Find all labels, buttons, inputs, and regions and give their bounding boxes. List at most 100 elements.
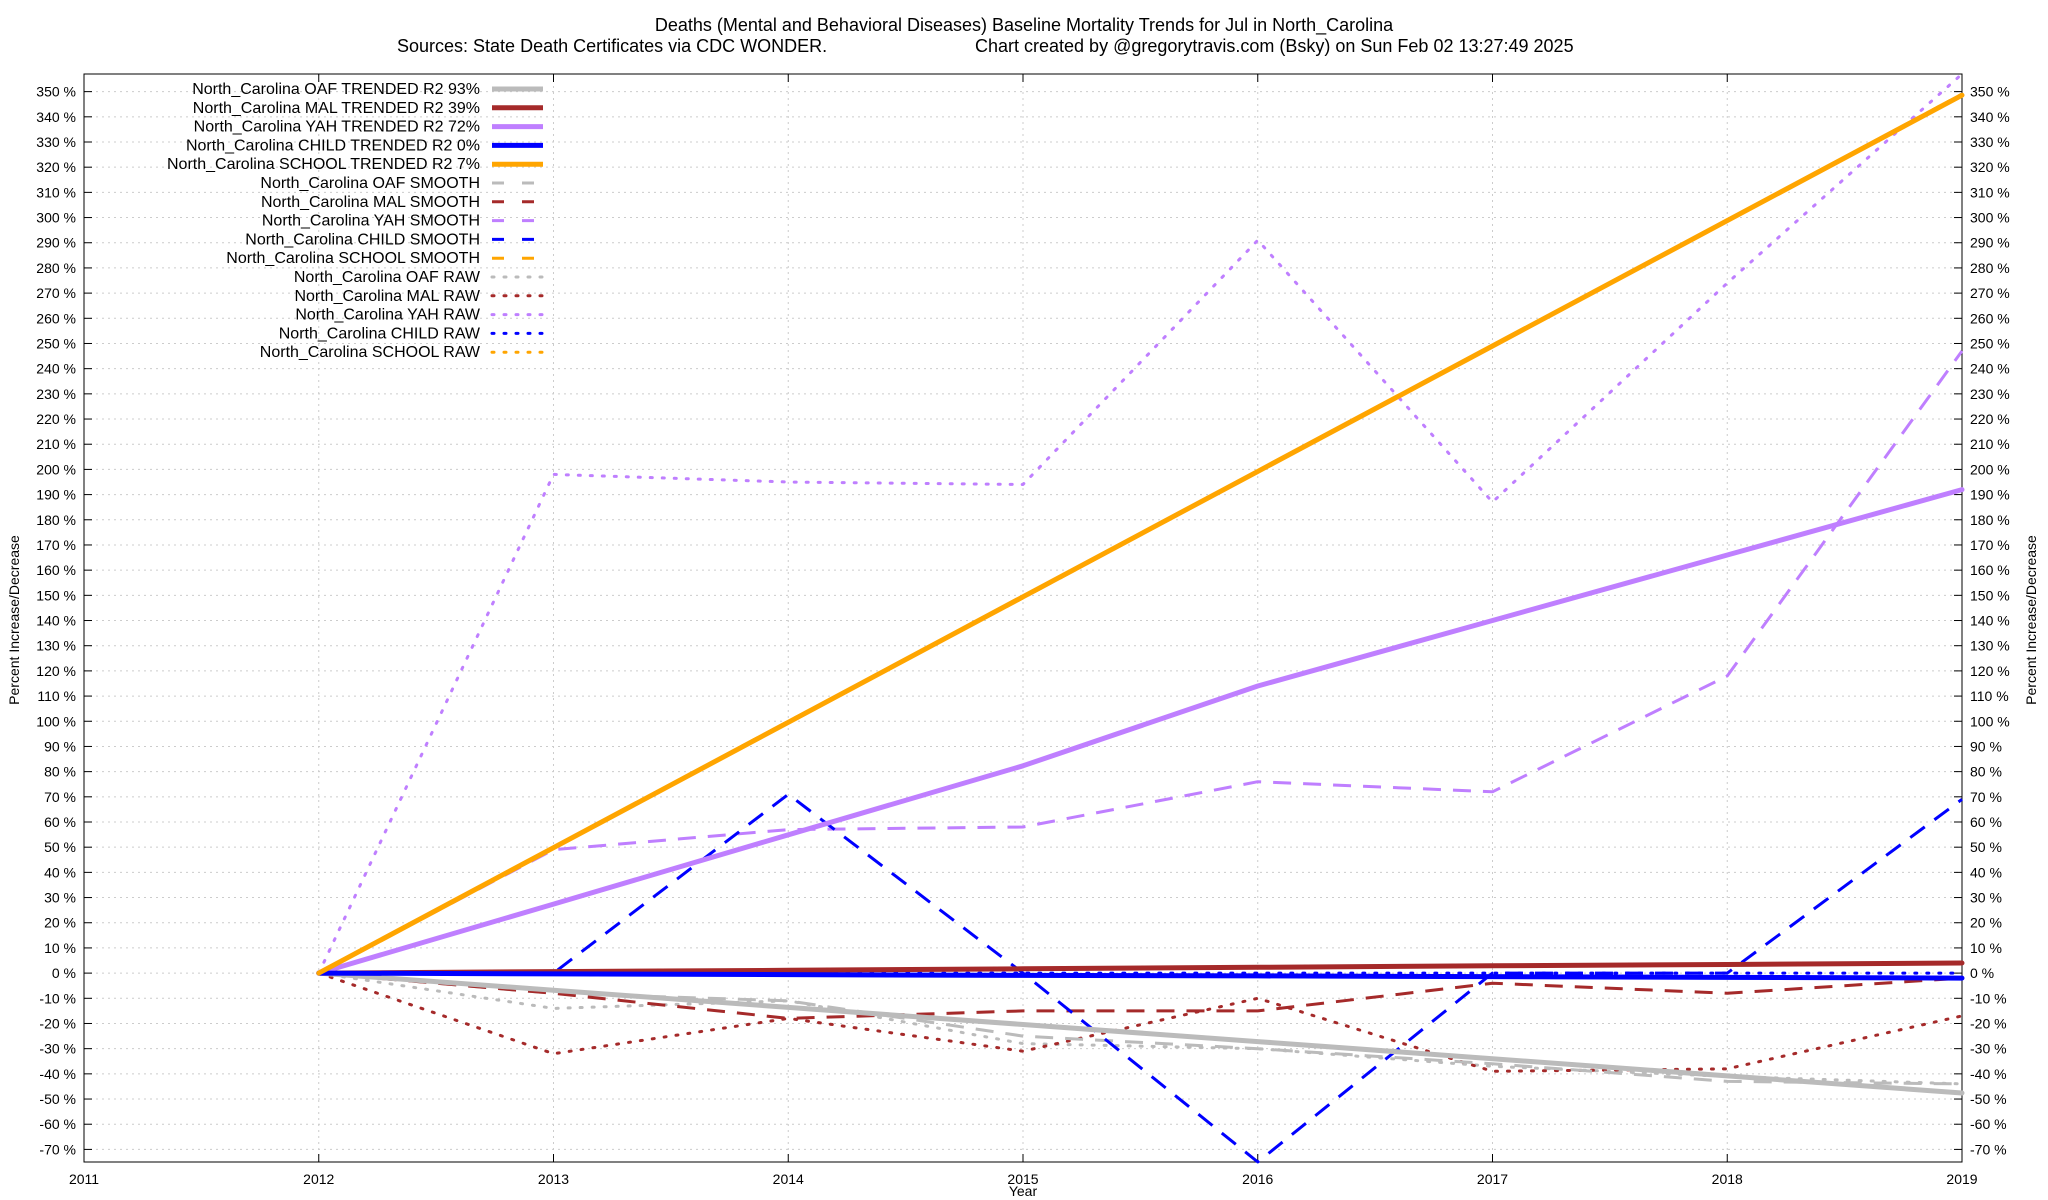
series-line-12	[317, 72, 1964, 975]
legend-label: North_Carolina SCHOOL RAW	[260, 344, 481, 361]
legend-label: North_Carolina YAH SMOOTH	[262, 213, 480, 230]
y-tick-label: -50 %	[39, 1091, 76, 1107]
legend-label: North_Carolina OAF RAW	[294, 269, 481, 286]
y-tick-label: 270 %	[36, 285, 76, 301]
y2-tick-label: 230 %	[1970, 386, 2010, 402]
y2-tick-label: 160 %	[1970, 562, 2010, 578]
y-tick-label: 150 %	[36, 587, 76, 603]
series-line-1	[316, 960, 1965, 976]
x-axis-label: Year	[1009, 1183, 1038, 1199]
series-lines	[316, 72, 1965, 1164]
y2-tick-label: -50 %	[1970, 1091, 2007, 1107]
legend-label: North_Carolina CHILD SMOOTH	[245, 231, 480, 248]
y2-tick-label: 150 %	[1970, 587, 2010, 603]
y2-tick-label: 100 %	[1970, 713, 2010, 729]
y-tick-label: 200 %	[36, 461, 76, 477]
y2-tick-label: 280 %	[1970, 260, 2010, 276]
y-tick-label: 80 %	[44, 764, 76, 780]
y2-tick-label: -30 %	[1970, 1041, 2007, 1057]
y2-tick-label: 40 %	[1970, 864, 2002, 880]
y-tick-label: 100 %	[36, 713, 76, 729]
y2-tick-label: -60 %	[1970, 1116, 2007, 1132]
y-tick-label: 350 %	[36, 84, 76, 100]
y2-tick-label: 220 %	[1970, 411, 2010, 427]
y2-tick-label: 50 %	[1970, 839, 2002, 855]
y2-tick-label: 60 %	[1970, 814, 2002, 830]
y-tick-label: 300 %	[36, 210, 76, 226]
y2-tick-label: 290 %	[1970, 235, 2010, 251]
x-tick-label: 2016	[1242, 1171, 1273, 1187]
series-line-8	[318, 792, 1963, 1164]
chart-subtitle-credit: Chart created by @gregorytravis.com (Bsk…	[975, 36, 1574, 56]
y-tick-label: 10 %	[44, 940, 76, 956]
y-tick-label: 290 %	[36, 235, 76, 251]
series-line-0	[316, 970, 1965, 1096]
legend-label: North_Carolina CHILD RAW	[279, 325, 481, 342]
y-axis-label: Percent Increase/Decrease	[6, 535, 22, 705]
y2-tick-label: 120 %	[1970, 663, 2010, 679]
legend: North_Carolina OAF TRENDED R2 93% North_C…	[167, 81, 545, 361]
y-tick-label: 280 %	[36, 260, 76, 276]
y-tick-label: -10 %	[39, 990, 76, 1006]
y2-tick-label: 30 %	[1970, 890, 2002, 906]
y-tick-label: 110 %	[37, 688, 76, 704]
y-tick-label: 50 %	[44, 839, 76, 855]
y2-tick-label: 10 %	[1970, 940, 2002, 956]
x-tick-label: 2014	[773, 1171, 804, 1187]
y2-tick-label: -40 %	[1970, 1066, 2007, 1082]
y2-tick-label: 340 %	[1970, 109, 2010, 125]
y2-tick-label: 170 %	[1970, 537, 2010, 553]
y-tick-label: -20 %	[39, 1015, 76, 1031]
series-line-2	[316, 487, 1965, 976]
y-tick-label: 120 %	[36, 663, 76, 679]
x-tick-label: 2017	[1477, 1171, 1508, 1187]
y-tick-label: 170 %	[36, 537, 76, 553]
legend-label: North_Carolina SCHOOL TRENDED R2 7%	[167, 156, 480, 173]
y2-tick-label: 240 %	[1970, 361, 2010, 377]
y2-tick-label: 320 %	[1970, 159, 2010, 175]
y-tick-label: 20 %	[44, 915, 76, 931]
legend-label: North_Carolina YAH TRENDED R2 72%	[194, 119, 480, 136]
y2-tick-label: 20 %	[1970, 915, 2002, 931]
y2-tick-label: 70 %	[1970, 789, 2002, 805]
y2-axis-label: Percent Increase/Decrease	[2023, 535, 2039, 705]
y2-tick-label: 200 %	[1970, 461, 2010, 477]
y-tick-label: 160 %	[36, 562, 76, 578]
legend-label: North_Carolina MAL SMOOTH	[261, 194, 480, 211]
y2-tick-label: -70 %	[1970, 1141, 2007, 1157]
y-tick-label: 90 %	[44, 738, 76, 754]
y2-tick-label: 140 %	[1970, 613, 2010, 629]
chart-title: Deaths (Mental and Behavioral Diseases) …	[655, 15, 1394, 36]
y-tick-label: 230 %	[36, 386, 76, 402]
y-tick-label: 250 %	[36, 335, 76, 351]
y2-tick-label: 210 %	[1970, 436, 2010, 452]
series-line-6	[318, 971, 1963, 1020]
y2-tick-label: 0 %	[1970, 965, 1994, 981]
grid	[83, 74, 1963, 1162]
y2-tick-label: -10 %	[1970, 990, 2007, 1006]
x-tick-label: 2019	[1946, 1171, 1977, 1187]
y2-tick-label: 90 %	[1970, 738, 2002, 754]
y-tick-label: 60 %	[44, 814, 76, 830]
y-tick-label: -30 %	[39, 1041, 76, 1057]
x-tick-label: 2015	[1007, 1171, 1038, 1187]
y-tick-label: 190 %	[36, 487, 76, 503]
x-tick-label: 2013	[538, 1171, 569, 1187]
y-tick-label: 0 %	[52, 965, 76, 981]
y-tick-label: 180 %	[36, 512, 76, 528]
legend-label: North_Carolina YAH RAW	[295, 307, 481, 324]
y2-tick-label: 180 %	[1970, 512, 2010, 528]
y2-tick-label: 310 %	[1970, 184, 2010, 200]
y-tick-label: 220 %	[36, 411, 76, 427]
chart-subtitle-sources: Sources: State Death Certificates via CD…	[397, 36, 827, 56]
y-tick-label: 340 %	[36, 109, 76, 125]
y-tick-label: 40 %	[44, 864, 76, 880]
x-tick-label: 2018	[1712, 1171, 1743, 1187]
y-tick-label: 240 %	[36, 361, 76, 377]
y2-tick-label: 130 %	[1970, 638, 2010, 654]
y-tick-label: 210 %	[36, 436, 76, 452]
y2-tick-label: 330 %	[1970, 134, 2010, 150]
x-tick-label: 2011	[69, 1171, 99, 1187]
axes: -70 % -70 % -60 % -60 % -50 % -50 % -40 % -40 %…	[36, 73, 2010, 1187]
